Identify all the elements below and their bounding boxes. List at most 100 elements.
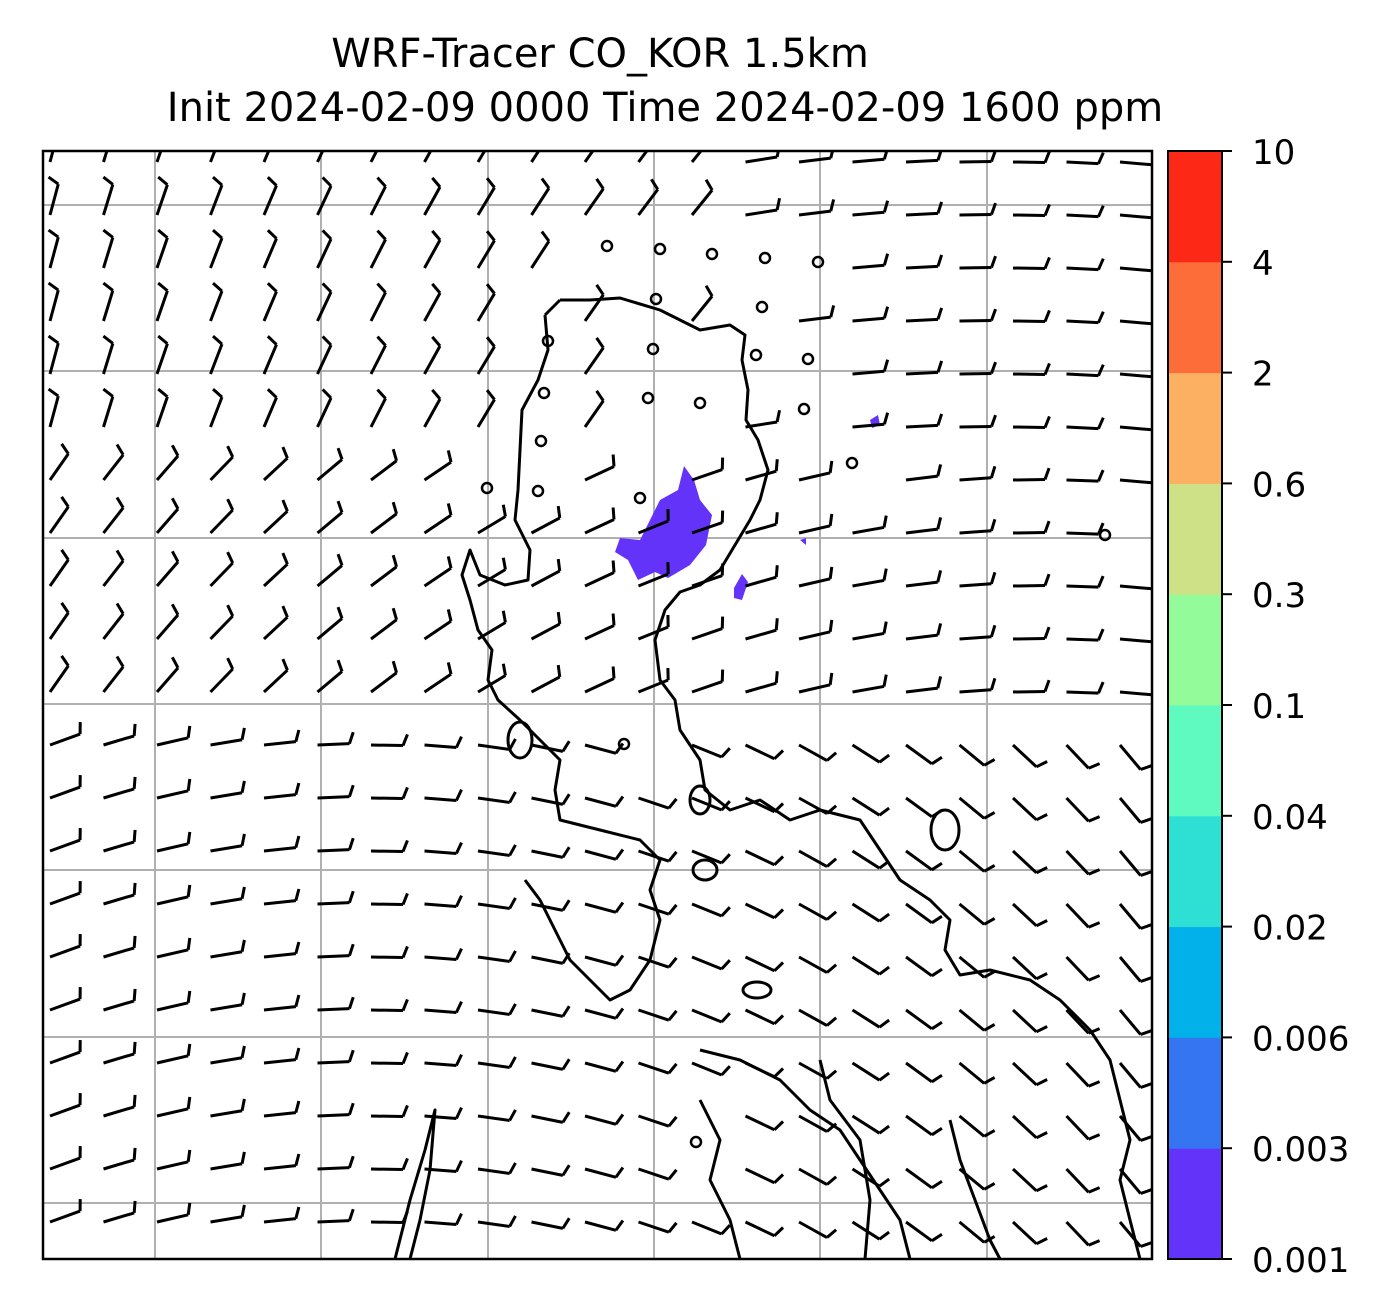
colorbar-segment [1168,705,1222,817]
coastline [460,314,662,1002]
wind-barb [1065,849,1101,876]
wind-barb [262,335,278,375]
wind-barb [583,390,605,428]
wind-barb [638,796,678,810]
wind-barb [210,1098,246,1118]
wind-barb [103,1094,137,1118]
wind-barb [958,955,996,979]
wind-barb [210,780,246,800]
wind-barb [744,1061,785,1079]
wind-barb [102,602,125,640]
wind-barb [47,175,60,216]
wind-barb [745,671,779,694]
wind-barb [1118,1221,1152,1248]
colorbar: 0.001 0.003 0.006 0.02 0.04 0.1 0.3 0.6 2 4 10 [1167,133,1349,1281]
wind-barb [1119,319,1152,326]
wind-barb [370,1051,409,1066]
wind-barb [209,176,224,216]
wind-barb [263,1100,301,1118]
wind-barb-calm [845,456,859,470]
wind-barb [102,281,115,322]
wind-barb [959,361,997,376]
colorbar-segment [1168,815,1222,928]
wind-barb [49,934,82,959]
wind-barb [263,1206,301,1224]
wind-barb [317,784,355,800]
wind-barb [1118,1168,1152,1195]
wind-barb [531,1217,571,1230]
wind-barb [584,795,625,808]
wind-barb [745,565,779,588]
wind-barb [424,789,463,803]
wind-barb [424,948,463,962]
wind-barb [424,1001,463,1015]
wind-barb [798,955,838,974]
wind-barb [155,281,169,322]
wind-barb [852,151,889,164]
wind-barb [48,151,55,163]
wind-barb [744,849,785,867]
wind-barb [584,1113,625,1126]
wind-barb [317,890,355,906]
wind-barb [1119,478,1152,485]
wind-barb [369,282,387,322]
wind-barb [156,725,192,747]
wind-barb [798,796,838,815]
wind-barb [1118,1115,1152,1142]
wind-barb [155,497,180,534]
wind-barb [263,729,301,747]
wind-barb [691,1008,731,1024]
wind-barb [1012,679,1051,694]
plot-frame [41,149,1154,1261]
wind-barb [155,175,169,216]
wind-barb [1119,160,1152,167]
wind-barb [156,884,192,906]
wind-barb [584,1007,625,1020]
wind-barb [209,551,235,588]
wind-barb [1011,902,1048,928]
wind-barb [209,335,224,375]
wind-barb [263,1153,301,1171]
wind-barb [424,1107,463,1121]
wind-barb [316,151,325,163]
wind-barb [959,624,997,641]
wind-barb [1066,258,1105,272]
wind-barb [959,571,997,588]
wind-barb [1066,364,1105,378]
wind-barb [476,230,496,269]
wind-barb [47,334,60,375]
wind-barb [102,549,125,587]
wind-barb [852,200,890,217]
wind-barb [1011,1114,1048,1140]
wind-barb [959,202,997,217]
colorbar-tick-label: 0.6 [1252,465,1306,505]
wind-barb [1066,417,1105,431]
wind-barb [263,835,301,853]
coastline [698,1099,742,1259]
wind-barb [317,1208,355,1224]
wind-barb [1119,213,1152,220]
wind-barb [637,508,670,535]
wind-barb [262,282,278,322]
wind-barb [638,1114,678,1128]
wind-barb [530,505,562,535]
wind-barb [477,897,517,910]
coastline [818,1059,872,1259]
wind-barb [905,676,943,694]
wind-barb [424,1054,463,1068]
wind-barb [103,988,137,1012]
wind-barb [531,952,571,965]
wind-barb [958,743,996,767]
wind-barb-calm [646,342,660,356]
wind-barb [477,1003,517,1016]
wind-barb [48,549,70,587]
colorbar-tick-label: 0.003 [1252,1130,1349,1170]
wind-barb [958,796,996,820]
wind-barb [263,888,301,906]
wind-barb [316,282,333,322]
wind-barb [210,727,246,747]
wind-barb [798,1220,838,1239]
wind-barb [156,937,192,959]
wind-barb [744,902,785,920]
wind-barb [156,1096,192,1118]
